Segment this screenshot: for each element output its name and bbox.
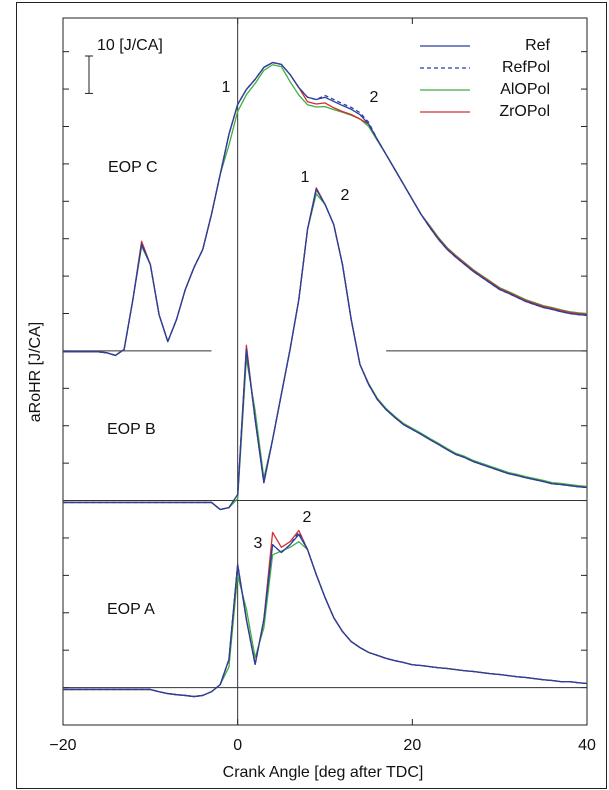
legend-label: ZrOPol <box>499 103 550 120</box>
panel-label: EOP A <box>107 601 155 618</box>
legend-label: AlOPol <box>500 81 550 98</box>
x-tick-label: 0 <box>233 737 242 754</box>
series-line <box>63 188 588 511</box>
annotation: 1 <box>301 169 310 186</box>
plot-frame <box>62 17 588 726</box>
scale-bar-label: 10 [J/CA] <box>97 37 163 54</box>
y-axis-label: aRoHR [J/CA] <box>27 322 44 422</box>
series-line <box>63 188 588 511</box>
annotation: 2 <box>370 89 379 106</box>
annotation: 1 <box>222 79 231 96</box>
figure-border <box>16 2 607 789</box>
panel-label: EOP C <box>108 159 158 176</box>
panel-label: EOP B <box>107 421 156 438</box>
x-tick-label: 20 <box>403 737 421 754</box>
series-line <box>63 533 588 698</box>
legend-label: Ref <box>525 37 550 54</box>
annotation: 2 <box>341 187 350 204</box>
x-tick-label: −20 <box>49 737 76 754</box>
x-tick-label: 40 <box>578 737 596 754</box>
series-line <box>63 541 588 698</box>
series-line <box>63 187 588 511</box>
legend-label: RefPol <box>502 59 550 76</box>
x-axis-label: Crank Angle [deg after TDC] <box>223 764 424 781</box>
annotation: 3 <box>254 535 263 552</box>
annotation: 2 <box>303 509 312 526</box>
series-line <box>63 61 588 357</box>
